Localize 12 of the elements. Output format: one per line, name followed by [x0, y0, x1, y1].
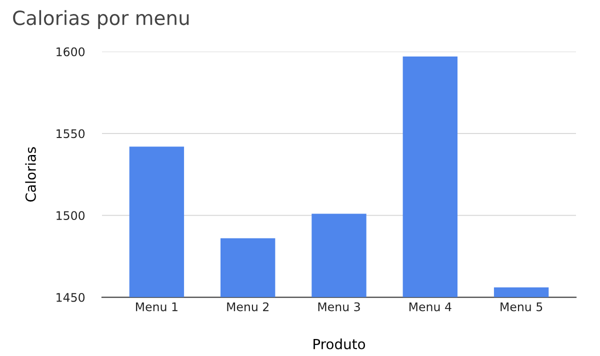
x-tick-label: Menu 5 [500, 302, 542, 312]
y-tick-label: 1450 [56, 292, 85, 302]
y-tick-label: 1500 [56, 211, 85, 220]
x-tick-label: Menu 1 [136, 302, 178, 312]
x-tick-label: Menu 4 [409, 302, 452, 312]
y-tick-label: 1600 [56, 47, 85, 56]
y-tick-label: 1550 [56, 129, 85, 138]
x-tick-label: Menu 3 [318, 302, 360, 312]
y-axis-title: Calorias [25, 147, 36, 202]
x-tick-label: Menu 2 [227, 302, 269, 312]
chart-title: Calorias por menu [13, 10, 189, 29]
x-axis-title: Produto [314, 338, 366, 350]
